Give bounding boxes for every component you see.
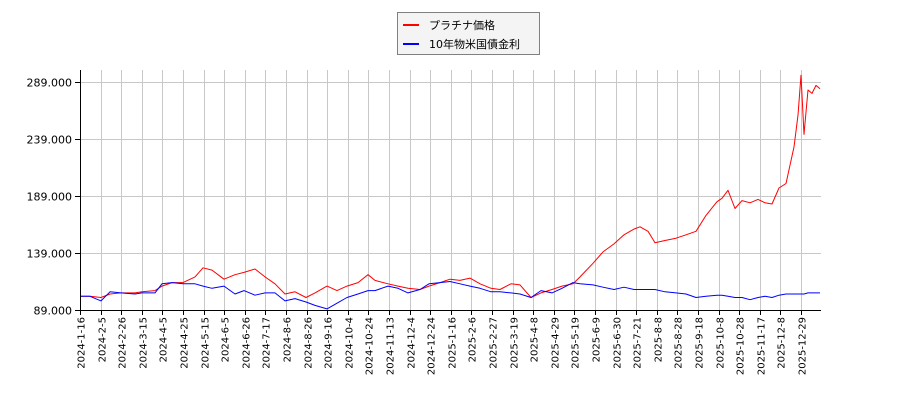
x-tick-label: 2025-4-8 (530, 317, 541, 362)
x-tick-label: 2025-11-17 (757, 317, 768, 375)
x-tick-label: 2024-7-17 (262, 317, 273, 369)
x-tick-label: 2025-7-21 (633, 317, 644, 369)
x-tick-label: 2025-2-6 (468, 317, 479, 362)
legend-swatch-blue-line-icon (403, 43, 419, 45)
x-tick-label: 2024-2-26 (118, 317, 129, 369)
x-tick-label: 2025-3-19 (510, 317, 521, 369)
x-tick-label: 2024-6-26 (242, 317, 253, 369)
grid-lines (80, 70, 821, 310)
series-line-platinum (80, 74, 821, 298)
legend-swatch-red-line-icon (403, 24, 419, 26)
x-tick-label: 2025-1-16 (448, 317, 459, 369)
x-tick-label: 2024-12-4 (407, 317, 418, 369)
x-tick-label: 2024-4-5 (159, 317, 170, 362)
y-tick-label: 239.000 (27, 134, 73, 147)
x-tick-label: 2024-10-24 (365, 317, 376, 375)
x-tick-label: 2025-2-27 (489, 317, 500, 369)
x-tick-label: 2024-8-26 (304, 317, 315, 369)
x-tick-label: 2024-9-16 (324, 317, 335, 369)
axes: 89.000 139.000 189.000 239.000 289.000 2024-1… (27, 70, 821, 375)
x-tick-label: 2025-12-29 (798, 317, 809, 375)
y-tick-label: 139.000 (27, 248, 73, 261)
chart-legend: プラチナ価格 10年物米国債金利 (397, 12, 540, 55)
x-tick-label: 2025-8-8 (654, 317, 665, 362)
x-tick-label: 2025-6-9 (592, 317, 603, 362)
x-tick-label: 2025-10-28 (736, 317, 747, 375)
x-tick-label: 2024-2-5 (98, 317, 109, 362)
x-tick-label: 2024-3-15 (139, 317, 150, 369)
x-tick-label: 2025-5-19 (571, 317, 582, 369)
x-tick-label: 2024-11-13 (386, 317, 397, 375)
x-tick-label: 2025-10-8 (716, 317, 727, 369)
x-tick-label: 2024-1-16 (77, 317, 88, 369)
x-tick-label: 2024-5-15 (201, 317, 212, 369)
legend-item-us10y: 10年物米国債金利 (398, 35, 520, 53)
x-tick-label: 2025-8-28 (674, 317, 685, 369)
x-tick-label: 2025-12-8 (777, 317, 788, 369)
x-tick-label: 2025-4-29 (551, 317, 562, 369)
x-tick-label: 2024-10-4 (345, 317, 356, 369)
x-tick-label: 2024-6-5 (221, 317, 232, 362)
y-tick-label: 89.000 (34, 305, 73, 318)
y-tick-label: 289.000 (27, 77, 73, 90)
x-tick-label: 2024-4-25 (180, 317, 191, 369)
y-tick-label: 189.000 (27, 191, 73, 204)
x-tick-label: 2025-9-18 (695, 317, 706, 369)
x-tick-label: 2025-6-30 (613, 317, 624, 369)
legend-label: プラチナ価格 (429, 19, 495, 32)
x-tick-label: 2024-12-24 (427, 317, 438, 375)
x-tick-label: 2024-8-6 (283, 317, 294, 362)
series-line-us10y (80, 281, 820, 310)
legend-item-platinum: プラチナ価格 (398, 16, 495, 34)
legend-label: 10年物米国債金利 (429, 38, 520, 51)
